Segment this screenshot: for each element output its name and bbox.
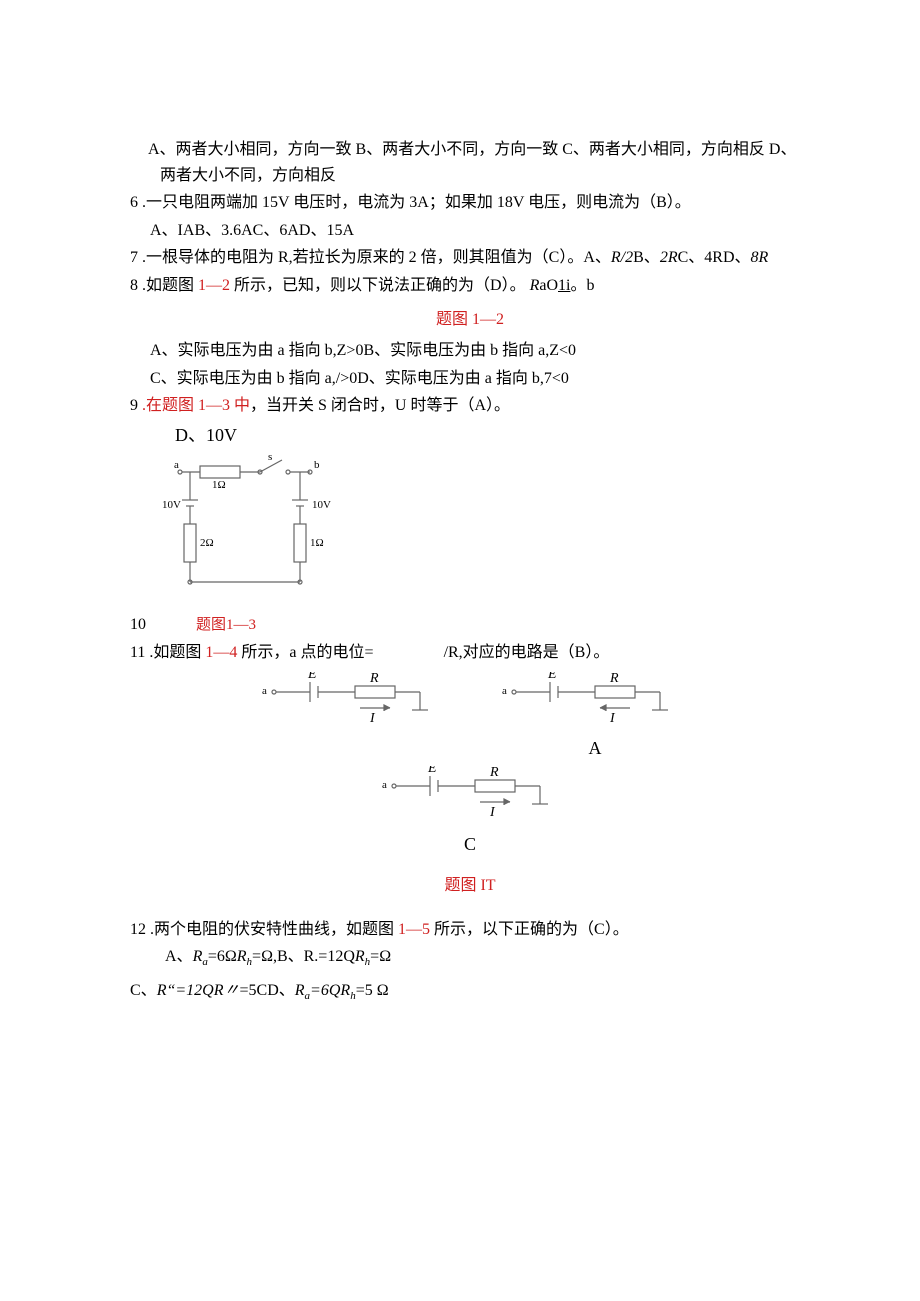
q12: 12 .两个电阻的伏安特性曲线，如题图 1—5 所示，以下正确的为（C）。 [130, 917, 810, 943]
fig14-C: C [464, 830, 476, 859]
q9-num: 9 [130, 397, 142, 414]
q8-tail-d: 。b [570, 277, 594, 294]
fig14-A: A [130, 734, 810, 763]
fig14-bottom: a E R I [380, 766, 560, 826]
q11-ref: 1—4 [205, 644, 237, 661]
q9-a: .在题图 1—3 中 [142, 397, 250, 414]
c13-v2: 10V [312, 499, 331, 511]
q8-tail-r: R [530, 277, 540, 294]
q12-num: 12 [130, 921, 146, 938]
q7-num: 7 [130, 249, 138, 266]
q7: 7 .一根导体的电阻为 R,若拉长为原来的 2 倍，则其阻值为（C）。A、R/2… [130, 245, 810, 271]
q8-c: 所示，已知，则以下说法正确的为（D）。 [230, 277, 526, 294]
circuit-1-3: a 1Ω s b 10V 2Ω 10V 1Ω [160, 452, 350, 602]
q10-row: 10 题图1—3 [130, 612, 810, 638]
q6-num: 6 [130, 194, 138, 211]
svg-text:a: a [382, 779, 387, 791]
circuit-1-3-wrap: a 1Ω s b 10V 2Ω 10V 1Ω [130, 452, 810, 611]
q11-c: 所示，a 点的电位= [237, 644, 373, 661]
svg-text:a: a [502, 685, 507, 697]
svg-text:E: E [427, 766, 437, 776]
q11-num: 11 [130, 644, 145, 661]
svg-text:I: I [369, 711, 376, 726]
q8-opts-row1: A、实际电压为由 a 指向 b,Z>0B、实际电压为由 b 指向 a,Z<0 [130, 338, 810, 364]
q9-optD: D、10V [130, 421, 810, 450]
svg-text:R: R [489, 766, 499, 780]
fig14-caption: 题图 IT [130, 873, 810, 899]
c13-r3: 1Ω [310, 537, 324, 549]
q12-optsC: C、R“=12QR〃=5CD、Ra=6QRh=5 Ω [130, 978, 810, 1006]
q8-opts-row2: C、实际电压为由 b 指向 a,/>0D、实际电压为由 a 指向 b,7<0 [130, 366, 810, 392]
q8: 8 .如题图 1—2 所示，已知，则以下说法正确的为（D）。 RaO1i。b [130, 273, 810, 299]
q12-ref: 1—5 [398, 921, 430, 938]
svg-text:I: I [489, 805, 496, 820]
q7-2r: 2R [660, 249, 678, 266]
q6-text: .一只电阻两端加 15V 电压时，电流为 3A；如果加 18V 电压，则电流为（… [138, 194, 691, 211]
fig13-caption: 题图1—3 [196, 613, 256, 637]
q11: 11 .如题图 1—4 所示，a 点的电位= /R,对应的电路是（B）。 [130, 640, 810, 666]
q7-r2: R/2 [611, 249, 633, 266]
q9: 9 .在题图 1—3 中，当开关 S 闭合时，U 时等于（A）。 [130, 393, 810, 419]
q12-a: .两个电阻的伏安特性曲线，如题图 [146, 921, 398, 938]
q9-b: ，当开关 S 闭合时，U 时等于（A）。 [250, 397, 510, 414]
c13-r1: 1Ω [212, 479, 226, 491]
q10-num: 10 [130, 612, 146, 638]
c13-b: b [314, 459, 320, 471]
svg-text:I: I [609, 711, 616, 726]
fig14-left: a E R I [260, 672, 440, 732]
svg-text:E: E [547, 672, 557, 682]
q6-opts: A、IAB、3.6AC、6AD、15A [130, 218, 810, 244]
q7-b: B、 [633, 249, 660, 266]
svg-text:R: R [609, 672, 619, 686]
q7-8r: 8R [751, 249, 769, 266]
q8-tail-b: aO [539, 277, 558, 294]
q8-a: .如题图 [138, 277, 198, 294]
q12-c: 所示，以下正确的为（C）。 [430, 921, 629, 938]
q5-options: A、两者大小相同，方向一致 B、两者大小不同，方向一致 C、两者大小相同，方向相… [130, 137, 810, 188]
q7-a: .一根导体的电阻为 R,若拉长为原来的 2 倍，则其阻值为（C）。A、 [138, 249, 611, 266]
svg-text:a: a [262, 685, 267, 697]
c13-r2: 2Ω [200, 537, 214, 549]
fig14-row1: a E R I a E R I [130, 672, 810, 732]
q8-ref: 1—2 [198, 277, 230, 294]
fig14-row2: a E R I C [130, 766, 810, 859]
c13-s: s [268, 452, 272, 463]
q11-a: .如题图 [145, 644, 205, 661]
q11-d: /R,对应的电路是（B）。 [444, 644, 610, 661]
q7-c: C、4RD、 [678, 249, 751, 266]
q12-optsA: A、Ra=6ΩRh=Ω,B、R.=12QRh=Ω [130, 944, 810, 972]
fig12-caption: 题图 1—2 [130, 307, 810, 333]
c13-a: a [174, 459, 179, 471]
q6: 6 .一只电阻两端加 15V 电压时，电流为 3A；如果加 18V 电压，则电流… [130, 190, 810, 216]
q8-num: 8 [130, 277, 138, 294]
fig14-right: a E R I [500, 672, 680, 732]
c13-v1: 10V [162, 499, 181, 511]
svg-text:E: E [307, 672, 317, 682]
svg-text:R: R [369, 672, 379, 686]
q8-tail-c: 1i [558, 277, 570, 294]
